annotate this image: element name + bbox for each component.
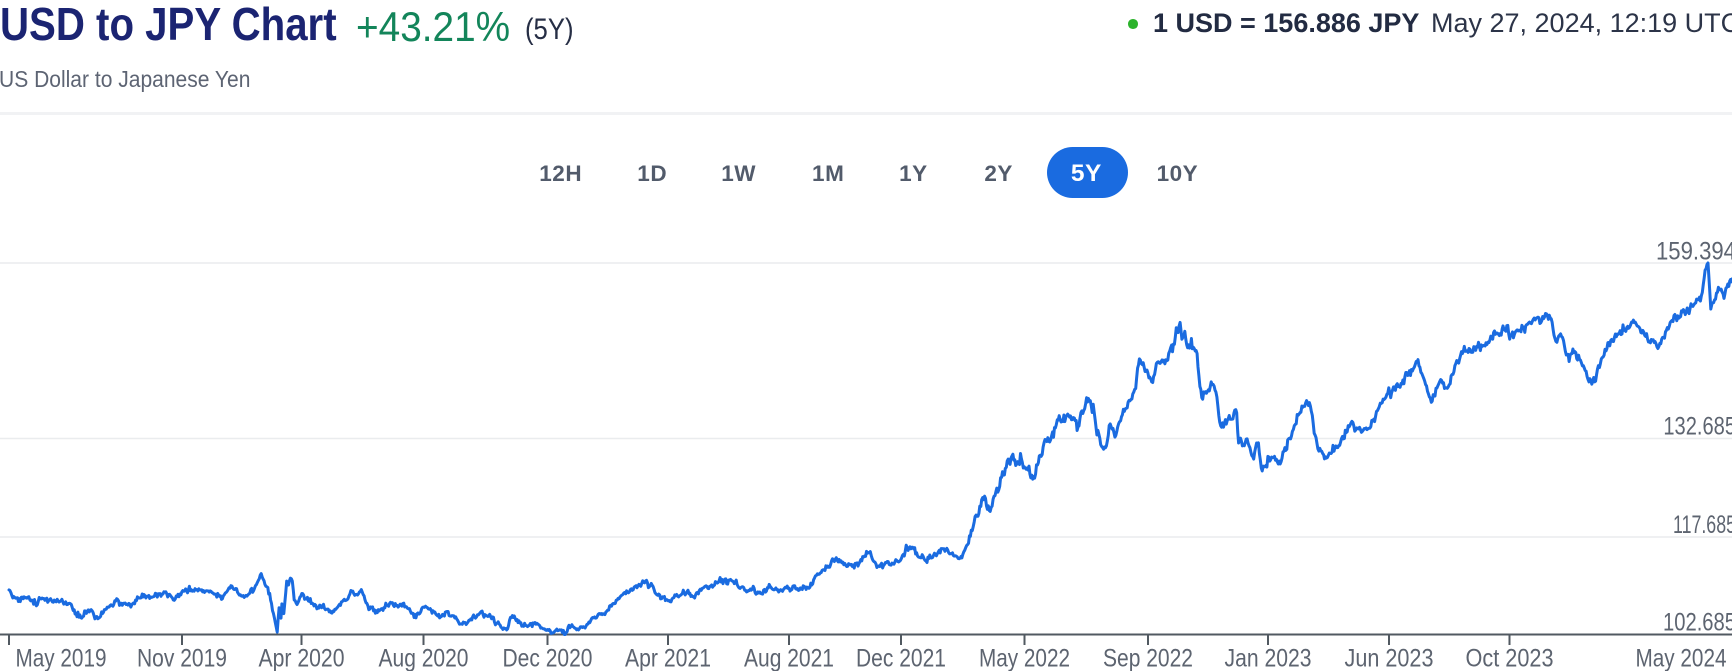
svg-text:Dec 2021: Dec 2021 bbox=[856, 645, 946, 671]
svg-text:Sep 2022: Sep 2022 bbox=[1103, 645, 1193, 671]
svg-text:May 2022: May 2022 bbox=[979, 645, 1070, 671]
svg-text:132.685: 132.685 bbox=[1663, 412, 1732, 440]
svg-text:Nov 2019: Nov 2019 bbox=[137, 645, 227, 671]
svg-text:117.685: 117.685 bbox=[1673, 511, 1732, 539]
svg-text:Aug 2020: Aug 2020 bbox=[379, 645, 469, 671]
svg-text:Aug 2021: Aug 2021 bbox=[744, 645, 834, 671]
svg-text:102.685: 102.685 bbox=[1663, 608, 1732, 636]
svg-text:Apr 2020: Apr 2020 bbox=[259, 645, 345, 671]
svg-text:Jan 2023: Jan 2023 bbox=[1225, 645, 1312, 671]
svg-text:Dec 2020: Dec 2020 bbox=[503, 645, 593, 671]
svg-text:May 2024: May 2024 bbox=[1636, 645, 1727, 671]
svg-text:Apr 2021: Apr 2021 bbox=[625, 645, 711, 671]
svg-text:159.394: 159.394 bbox=[1656, 238, 1732, 266]
svg-text:Jun 2023: Jun 2023 bbox=[1345, 645, 1434, 671]
svg-text:Oct 2023: Oct 2023 bbox=[1466, 645, 1554, 671]
svg-text:May 2019: May 2019 bbox=[16, 645, 107, 671]
